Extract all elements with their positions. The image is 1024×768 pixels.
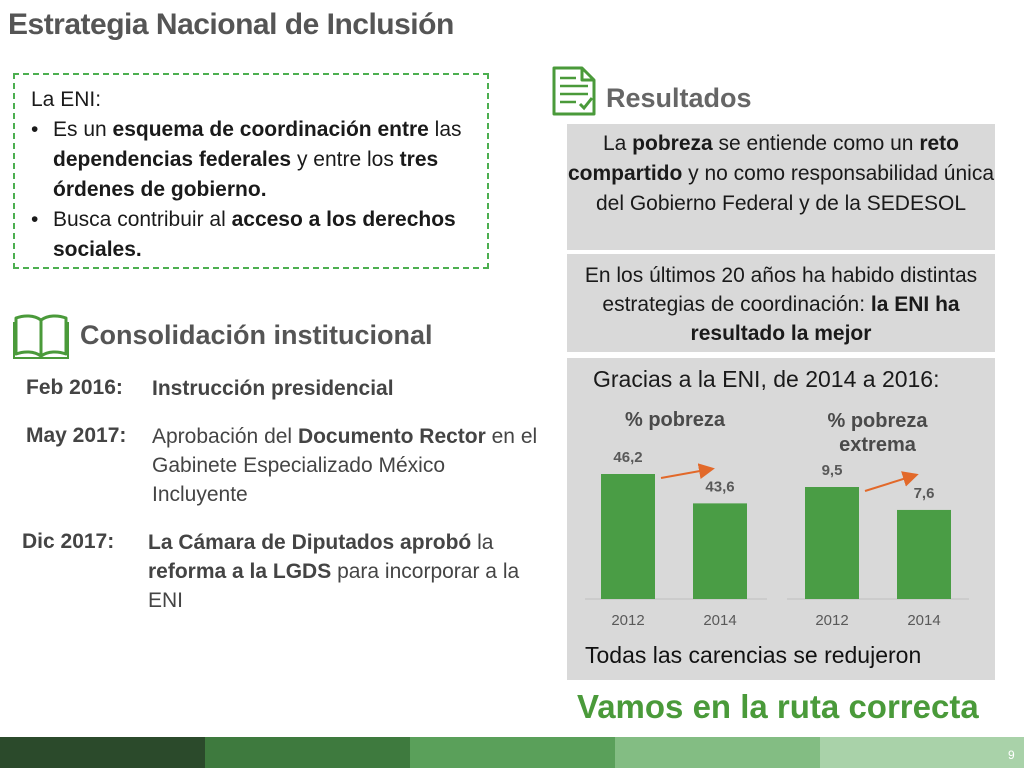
todas-carencias-text: Todas las carencias se redujeron [585, 642, 921, 669]
text-run: se entiende como un [713, 132, 920, 155]
timeline-text: Aprobación del Documento Rector en el Ga… [152, 422, 544, 509]
chart-title-pobreza: % pobreza [590, 409, 760, 432]
footer-segment [410, 737, 615, 768]
category-label: 2012 [611, 612, 644, 629]
text-run: La [603, 132, 632, 155]
footer-segment [205, 737, 410, 768]
page-number: 9 [1008, 748, 1015, 762]
category-label: 2014 [907, 612, 940, 629]
eni-heading: La ENI: [31, 85, 473, 115]
pobreza-reto-box: La pobreza se entiende como un reto comp… [567, 124, 995, 250]
text-run: Es un [53, 118, 113, 141]
bold-text-run: Documento Rector [298, 425, 486, 448]
trend-arrow [661, 469, 709, 478]
text-run: Aprobación del [152, 425, 298, 448]
footer-segment [0, 737, 205, 768]
checklist-icon [550, 64, 598, 118]
bold-text-run: esquema de coordinación entre [113, 118, 429, 141]
eni-definition-box: La ENI: Es un esquema de coordinación en… [13, 73, 489, 269]
footer-segment [820, 737, 1024, 768]
data-label: 46,2 [613, 449, 642, 466]
bold-text-run: pobreza [632, 132, 713, 155]
text-run: Busca contribuir al [53, 208, 232, 231]
bold-text-run: La Cámara de Diputados aprobó [148, 531, 471, 554]
data-label: 43,6 [705, 478, 734, 495]
bar [805, 487, 859, 599]
timeline-text: Instrucción presidencial [152, 374, 532, 403]
timeline-date: Dic 2017: [22, 530, 114, 554]
page-title: Estrategia Nacional de Inclusión [8, 8, 454, 42]
bar [601, 474, 655, 599]
eni-bullet: Busca contribuir al acceso a los derecho… [31, 205, 473, 265]
data-label: 9,5 [822, 462, 843, 479]
eni-bullets: Es un esquema de coordinación entre las … [31, 115, 473, 265]
data-label: 7,6 [914, 485, 935, 502]
bold-text-run: Instrucción presidencial [152, 377, 394, 400]
gracias-text: Gracias a la ENI, de 2014 a 2016: [593, 366, 940, 393]
ruta-correcta-text: Vamos en la ruta correcta [577, 688, 979, 726]
timeline-date: May 2017: [26, 424, 126, 448]
open-book-icon [12, 312, 70, 360]
eni-bullet: Es un esquema de coordinación entre las … [31, 115, 473, 205]
resultados-title: Resultados [606, 83, 752, 114]
bold-text-run: dependencias federales [53, 148, 291, 171]
bold-text-run: reforma a la LGDS [148, 560, 331, 583]
timeline-text: La Cámara de Diputados aprobó la reforma… [148, 528, 533, 615]
category-label: 2012 [815, 612, 848, 629]
bar [897, 510, 951, 599]
consolidacion-title: Consolidación institucional [80, 320, 433, 351]
bar [693, 503, 747, 599]
text-run: la [471, 531, 493, 554]
estrategias-box: En los últimos 20 años ha habido distint… [567, 254, 995, 352]
footer-bar [0, 737, 1024, 768]
bar-charts: 46,2 2012 43,6 2014 9,5 2012 7,6 2014 [567, 440, 995, 640]
text-run: y entre los [291, 148, 400, 171]
category-label: 2014 [703, 612, 736, 629]
timeline-date: Feb 2016: [26, 376, 123, 400]
text-run: las [429, 118, 462, 141]
trend-arrow [865, 476, 913, 491]
footer-segment [615, 737, 820, 768]
